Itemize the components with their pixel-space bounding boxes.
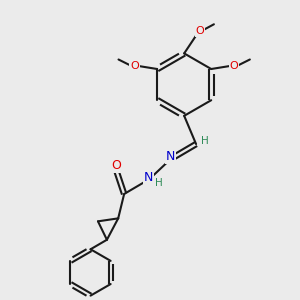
Text: H: H [155, 178, 163, 188]
Text: O: O [130, 61, 139, 71]
Text: O: O [230, 61, 239, 71]
Text: H: H [200, 136, 208, 146]
Text: O: O [196, 26, 204, 36]
Text: N: N [144, 171, 154, 184]
Text: O: O [111, 159, 121, 172]
Text: N: N [166, 150, 175, 163]
